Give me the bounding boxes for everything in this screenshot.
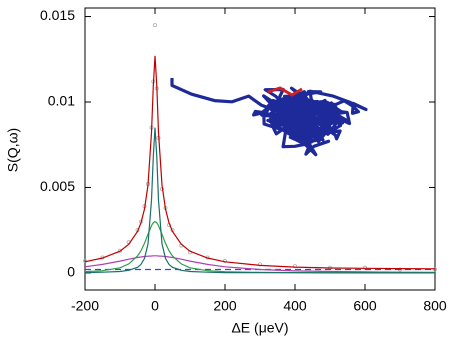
y-axis-title: S(Q,ω) (5, 128, 21, 172)
protein-chain (170, 78, 368, 157)
y-tick-label: 0 (67, 264, 75, 280)
y-tick-label: 0.015 (40, 7, 75, 23)
plot-frame (84, 7, 436, 291)
x-tick-label: 400 (283, 298, 307, 314)
series-line (84, 55, 436, 270)
data-point (432, 267, 437, 272)
y-tick-label: 0.005 (40, 178, 75, 194)
protein-image (170, 78, 368, 157)
x-axis-title: ΔE (μeV) (231, 320, 288, 336)
x-tick-label: -200 (71, 298, 99, 314)
series-line (84, 255, 436, 273)
protein-highlight (267, 86, 303, 97)
x-tick-label: 200 (213, 298, 237, 314)
x-tick-label: 0 (151, 298, 159, 314)
y-tick-label: 0.01 (48, 93, 75, 109)
data-point (152, 23, 157, 28)
series-line (84, 127, 435, 274)
x-tick-label: 600 (353, 298, 377, 314)
x-tick-label: 800 (423, 298, 447, 314)
